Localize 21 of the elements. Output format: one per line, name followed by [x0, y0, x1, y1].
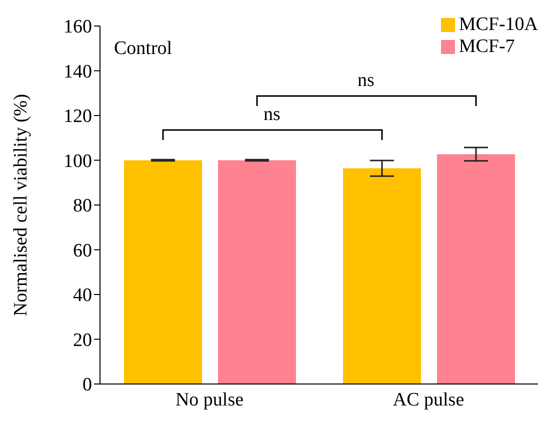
y-tick-label: 120 — [64, 106, 92, 128]
y-tick-label: 100 — [64, 150, 92, 172]
x-tick-label: AC pulse — [392, 389, 464, 410]
y-tick-label: 140 — [64, 61, 92, 82]
y-tick-label: 80 — [73, 196, 92, 217]
bar — [124, 160, 202, 384]
y-tick-label: 0 — [82, 374, 92, 396]
annotation: ns — [356, 70, 376, 92]
y-tick-label: 60 — [73, 240, 92, 262]
legend-label: MCF-7 — [458, 36, 515, 58]
annotation: ns — [262, 104, 282, 126]
y-tick-label: 20 — [73, 330, 92, 351]
y-tick-label: 160 — [64, 16, 92, 38]
bar — [218, 160, 296, 384]
annotation: Control — [114, 38, 172, 60]
bar — [343, 168, 421, 384]
y-axis-title: Normalised cell viability (%) — [10, 94, 32, 316]
x-tick-label: No pulse — [175, 389, 244, 410]
y-tick-label: 40 — [73, 285, 92, 306]
bar — [437, 154, 515, 384]
legend-label: MCF-10A — [458, 14, 538, 36]
